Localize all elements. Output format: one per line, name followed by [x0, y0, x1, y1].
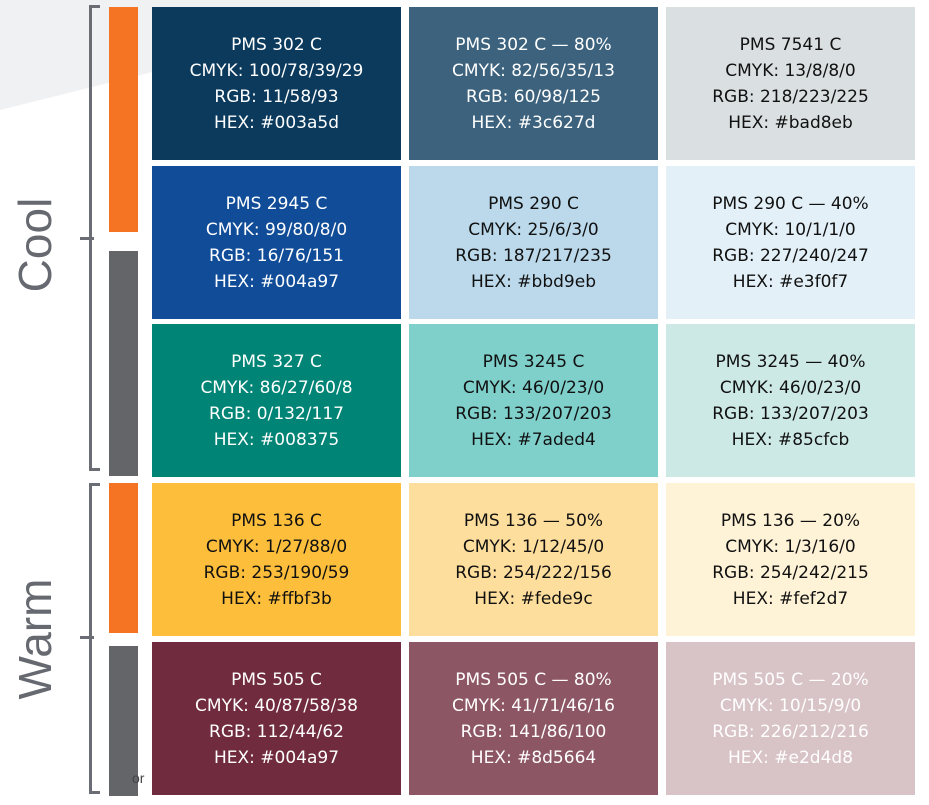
color-swatch: PMS 136 — 20% CMYK: 1/3/16/0 RGB: 254/242/… — [666, 483, 915, 636]
swatch-hex: HEX: #e3f0f7 — [732, 271, 849, 292]
swatch-hex: HEX: #8d5664 — [470, 747, 597, 768]
swatch-hex: HEX: #85cfcb — [731, 429, 850, 450]
swatch-hex: HEX: #bbd9eb — [471, 271, 596, 292]
color-swatch: PMS 290 C CMYK: 25/6/3/0 RGB: 187/217/235 H… — [409, 166, 658, 319]
swatch-hex: HEX: #e2d4d8 — [727, 747, 854, 768]
swatch-rgb: RGB: 112/44/62 — [209, 721, 344, 742]
swatch-cmyk: CMYK: 41/71/46/16 — [452, 695, 615, 716]
swatch-name: PMS 505 C — [231, 669, 322, 690]
swatch-rgb: RGB: 0/132/117 — [209, 403, 344, 424]
swatch-hex: HEX: #bad8eb — [728, 112, 853, 133]
group-label-cool: Cool — [9, 197, 61, 293]
swatch-name: PMS 2945 C — [225, 193, 328, 214]
swatch-cmyk: CMYK: 13/8/8/0 — [725, 60, 856, 81]
swatch-hex: HEX: #004a97 — [213, 271, 340, 292]
swatch-name: PMS 136 — 20% — [720, 510, 861, 531]
swatch-name: PMS 505 C — 20% — [712, 669, 869, 690]
swatch-rgb: RGB: 226/212/216 — [712, 721, 869, 742]
swatch-cmyk: CMYK: 1/12/45/0 — [462, 536, 605, 557]
swatch-rgb: RGB: 11/58/93 — [214, 86, 339, 107]
swatch-cmyk: CMYK: 1/3/16/0 — [725, 536, 856, 557]
color-swatch: PMS 3245 C CMYK: 46/0/23/0 RGB: 133/207/20… — [409, 324, 658, 477]
warm-accent-bar-orange — [109, 483, 138, 633]
swatch-name: PMS 302 C — [231, 34, 322, 55]
swatch-hex: HEX: #008375 — [213, 429, 340, 450]
cool-bracket-tick — [80, 237, 94, 240]
swatch-name: PMS 7541 C — [739, 34, 842, 55]
swatch-cmyk: CMYK: 86/27/60/8 — [200, 377, 353, 398]
swatch-cmyk: CMYK: 46/0/23/0 — [719, 377, 862, 398]
color-swatch: PMS 505 C — 20% CMYK: 10/15/9/0 RGB: 226/2… — [666, 642, 915, 795]
swatch-hex: HEX: #fef2d7 — [732, 588, 849, 609]
cool-accent-bar-gray — [109, 251, 138, 476]
group-label-warm: Warm — [9, 578, 61, 700]
swatch-cmyk: CMYK: 100/78/39/29 — [189, 60, 364, 81]
swatch-hex: HEX: #003a5d — [213, 112, 340, 133]
swatch-hex: HEX: #004a97 — [213, 747, 340, 768]
swatch-cmyk: CMYK: 46/0/23/0 — [462, 377, 605, 398]
swatch-name: PMS 302 C — 80% — [455, 34, 612, 55]
swatch-rgb: RGB: 60/98/125 — [466, 86, 601, 107]
swatch-hex: HEX: #fede9c — [474, 588, 593, 609]
swatch-cmyk: CMYK: 82/56/35/13 — [452, 60, 615, 81]
swatch-name: PMS 136 — 50% — [463, 510, 604, 531]
swatch-cmyk: CMYK: 99/80/8/0 — [205, 219, 348, 240]
footer-fragment: or — [132, 770, 145, 786]
color-swatch: PMS 302 C CMYK: 100/78/39/29 RGB: 11/58/93… — [152, 7, 401, 160]
swatch-name: PMS 290 C — 40% — [712, 193, 869, 214]
swatch-name: PMS 3245 — 40% — [715, 351, 866, 372]
swatch-rgb: RGB: 218/223/225 — [712, 86, 869, 107]
color-swatch: PMS 327 C CMYK: 86/27/60/8 RGB: 0/132/117 H… — [152, 324, 401, 477]
color-swatch: PMS 505 C CMYK: 40/87/58/38 RGB: 112/44/62… — [152, 642, 401, 795]
swatch-name: PMS 505 C — 80% — [455, 669, 612, 690]
swatch-hex: HEX: #7aded4 — [471, 429, 596, 450]
swatch-rgb: RGB: 187/217/235 — [455, 245, 612, 266]
color-swatch: PMS 505 C — 80% CMYK: 41/71/46/16 RGB: 141… — [409, 642, 658, 795]
swatch-cmyk: CMYK: 10/15/9/0 — [719, 695, 862, 716]
swatch-rgb: RGB: 141/86/100 — [460, 721, 607, 742]
warm-bracket-tick — [80, 636, 94, 639]
color-swatch: PMS 3245 — 40% CMYK: 46/0/23/0 RGB: 133/20… — [666, 324, 915, 477]
swatch-rgb: RGB: 133/207/203 — [712, 403, 869, 424]
swatch-hex: HEX: #ffbf3b — [221, 588, 332, 609]
color-swatch: PMS 302 C — 80% CMYK: 82/56/35/13 RGB: 60/… — [409, 7, 658, 160]
warm-accent-bar-gray — [109, 646, 138, 796]
color-swatch: PMS 136 C CMYK: 1/27/88/0 RGB: 253/190/59 H… — [152, 483, 401, 636]
swatch-name: PMS 290 C — [488, 193, 579, 214]
swatch-rgb: RGB: 16/76/151 — [209, 245, 344, 266]
swatch-cmyk: CMYK: 10/1/1/0 — [725, 219, 856, 240]
swatch-cmyk: CMYK: 40/87/58/38 — [195, 695, 358, 716]
swatch-name: PMS 327 C — [231, 351, 322, 372]
color-swatch: PMS 2945 C CMYK: 99/80/8/0 RGB: 16/76/151 H… — [152, 166, 401, 319]
color-swatch: PMS 136 — 50% CMYK: 1/12/45/0 RGB: 254/222… — [409, 483, 658, 636]
swatch-rgb: RGB: 133/207/203 — [455, 403, 612, 424]
color-swatch: PMS 290 C — 40% CMYK: 10/1/1/0 RGB: 227/24… — [666, 166, 915, 319]
swatch-cmyk: CMYK: 1/27/88/0 — [205, 536, 348, 557]
swatch-rgb: RGB: 254/242/215 — [712, 562, 869, 583]
swatch-name: PMS 3245 C — [482, 351, 585, 372]
swatch-cmyk: CMYK: 25/6/3/0 — [468, 219, 599, 240]
swatch-rgb: RGB: 253/190/59 — [203, 562, 350, 583]
swatch-rgb: RGB: 227/240/247 — [712, 245, 869, 266]
color-swatch: PMS 7541 C CMYK: 13/8/8/0 RGB: 218/223/225… — [666, 7, 915, 160]
swatch-rgb: RGB: 254/222/156 — [455, 562, 612, 583]
swatch-hex: HEX: #3c627d — [471, 112, 596, 133]
swatch-name: PMS 136 C — [231, 510, 322, 531]
cool-accent-bar-orange — [109, 7, 138, 232]
